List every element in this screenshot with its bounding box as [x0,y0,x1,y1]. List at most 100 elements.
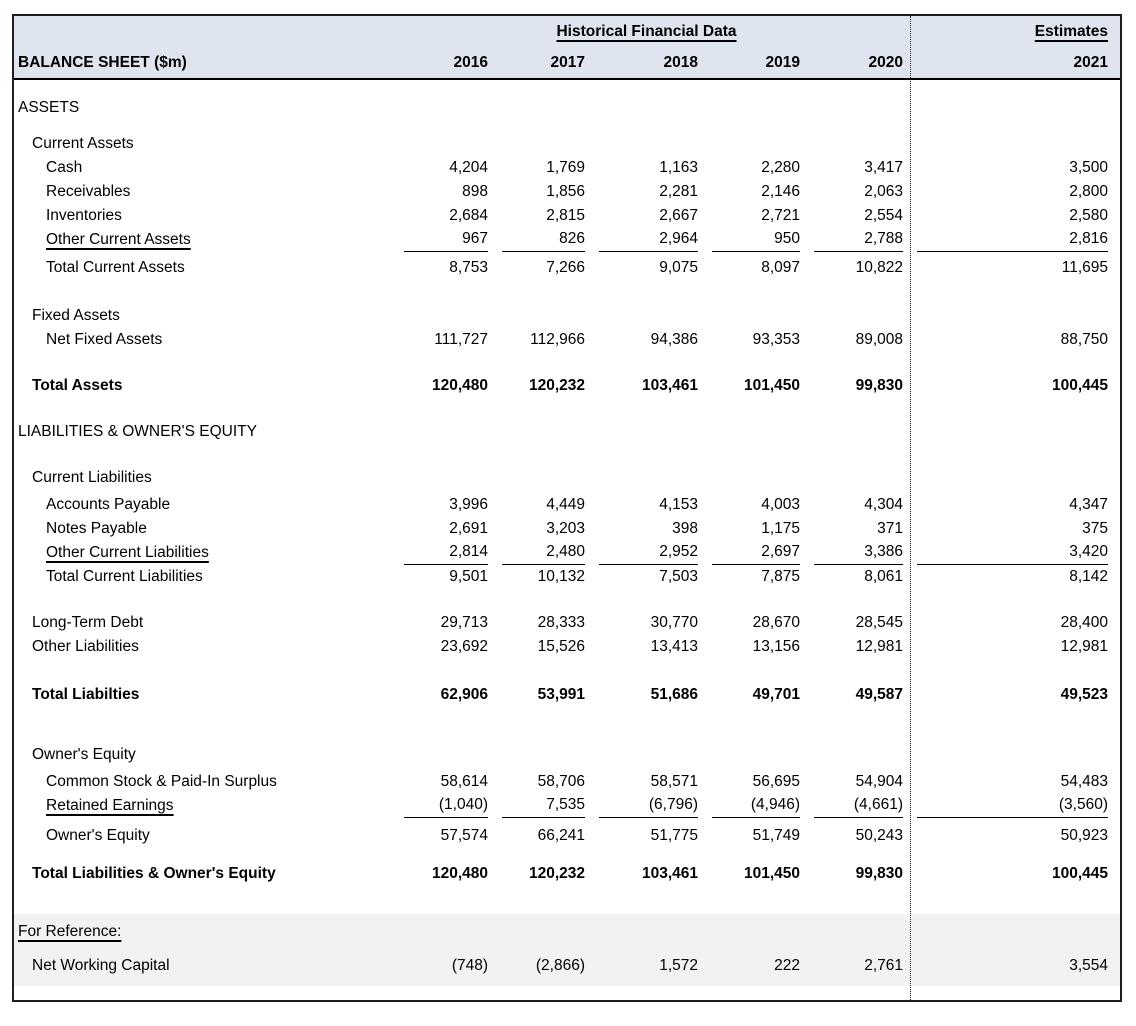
table-header: Historical Financial Data Estimates BALA… [14,16,1120,80]
row-label: Net Fixed Assets [46,331,163,349]
cell-2018: 2,964 [599,228,698,252]
cell-2021: 2,800 [1069,183,1108,201]
cell-2017: 66,241 [537,827,585,845]
cell-2020: 2,554 [864,207,903,225]
cell-2021: 88,750 [1060,331,1108,349]
cell-2020: 371 [877,520,903,538]
row-label: Owner's Equity [46,827,150,845]
cell-2016: 120,480 [431,377,488,395]
section-label: For Reference: [18,923,122,941]
cell-2021: 50,923 [1060,827,1108,845]
cell-2019: 2,697 [712,541,800,565]
cell-2018: 7,503 [659,568,698,586]
spacer [14,944,1120,954]
page-break-dotted-line [910,16,911,1000]
cell-2020: 3,386 [814,541,903,565]
cell-2017: 53,991 [537,686,585,704]
row-label: Cash [46,159,83,177]
spacer [14,589,1120,611]
cell-2017: 826 [502,228,585,252]
year-2021: 2021 [1073,54,1108,72]
table-row-net-fixed-assets: Net Fixed Assets 111,727 112,966 94,386 … [14,328,1120,352]
cell-2019: 49,701 [752,686,800,704]
cell-2018: 2,952 [599,541,698,565]
cell-2017: 58,706 [537,773,585,791]
cell-2021: 3,554 [1069,957,1108,975]
table-row-other-liabilities: Other Liabilities 23,692 15,526 13,413 1… [14,635,1120,659]
spacer [14,444,1120,466]
table-row-notes-payable: Notes Payable 2,691 3,203 398 1,175 371 … [14,517,1120,541]
balance-sheet-table: Historical Financial Data Estimates BALA… [12,14,1122,1002]
row-label: Other Current Assets [46,231,191,249]
cell-2018: 58,571 [650,773,698,791]
cell-2018: 51,775 [650,827,698,845]
spacer [14,986,1120,1000]
cell-2017: 28,333 [537,614,585,632]
cell-2019: 101,450 [743,865,800,883]
table-row-total-current-assets: Total Current Assets 8,753 7,266 9,075 8… [14,256,1120,280]
cell-2020: 10,822 [855,259,903,277]
section-label: Current Assets [32,135,134,153]
cell-2017: 3,203 [546,520,585,538]
section-label: LIABILITIES & OWNER'S EQUITY [18,423,257,441]
cell-2016: 58,614 [440,773,488,791]
cell-2020: 99,830 [855,865,903,883]
cell-2019: 950 [712,228,800,252]
cell-2017: 4,449 [546,496,585,514]
section-row-fixed-assets: Fixed Assets [14,304,1120,328]
cell-2020: 4,304 [864,496,903,514]
table-row-receivables: Receivables 898 1,856 2,281 2,146 2,063 … [14,180,1120,204]
cell-2018: 103,461 [641,377,698,395]
cell-2021: 100,445 [1051,377,1108,395]
section-label: Owner's Equity [32,746,136,764]
estimates-header: Estimates [1034,23,1108,41]
cell-2021: 54,483 [1060,773,1108,791]
header-year-row: BALANCE SHEET ($m) 2016 2017 2018 2019 2… [14,48,1120,78]
cell-2017: 120,232 [528,377,585,395]
spacer [14,848,1120,862]
cell-2021: 100,445 [1051,865,1108,883]
cell-2018: 4,153 [659,496,698,514]
cell-2021: (3,560) [917,794,1108,818]
cell-2017: 2,480 [502,541,585,565]
cell-2020: 50,243 [855,827,903,845]
cell-2016: 4,204 [449,159,488,177]
cell-2019: 1,175 [761,520,800,538]
row-label: Receivables [46,183,131,201]
cell-2019: 28,670 [752,614,800,632]
cell-2016: 111,727 [434,331,488,349]
cell-2020: 2,063 [864,183,903,201]
cell-2019: 2,280 [761,159,800,177]
row-label: Total Current Assets [46,259,185,277]
cell-2016: (748) [451,957,488,975]
section-row-assets: ASSETS [14,96,1120,120]
spacer [14,80,1120,96]
cell-2020: 8,061 [864,568,903,586]
cell-2019: 101,450 [743,377,800,395]
table-row-other-current-liabilities: Other Current Liabilities 2,814 2,480 2,… [14,541,1120,565]
cell-2017: 1,769 [546,159,585,177]
year-2020: 2020 [868,54,903,72]
year-2018: 2018 [663,54,698,72]
spacer [14,707,1120,743]
cell-2020: 89,008 [855,331,903,349]
cell-2016: 120,480 [431,865,488,883]
cell-2019: 2,146 [761,183,800,201]
table-row-common-stock: Common Stock & Paid-In Surplus 58,614 58… [14,770,1120,794]
row-label: Notes Payable [46,520,147,538]
table-row-retained-earnings: Retained Earnings (1,040) 7,535 (6,796) … [14,794,1120,818]
cell-2017: 7,535 [502,794,585,818]
cell-2017: 1,856 [546,183,585,201]
reference-section: For Reference: Net Working Capital (748)… [14,914,1120,986]
cell-2020: 12,981 [855,638,903,656]
section-row-for-reference: For Reference: [14,920,1120,944]
cell-2017: (2,866) [535,957,585,975]
cell-2018: 1,163 [659,159,698,177]
table-row-inventories: Inventories 2,684 2,815 2,667 2,721 2,55… [14,204,1120,228]
table-row-cash: Cash 4,204 1,769 1,163 2,280 3,417 3,500 [14,156,1120,180]
year-2017: 2017 [550,54,585,72]
cell-2019: (4,946) [712,794,800,818]
cell-2018: 9,075 [659,259,698,277]
cell-2019: 4,003 [761,496,800,514]
cell-2018: (6,796) [599,794,698,818]
